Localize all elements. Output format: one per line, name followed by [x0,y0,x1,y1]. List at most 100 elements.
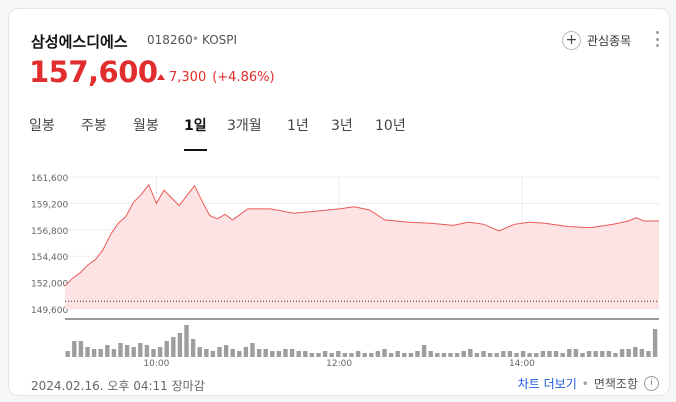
change-percent: (+4.86%) [212,70,275,85]
volume-bar [580,353,585,357]
volume-bar [164,341,169,357]
up-arrow-icon [157,74,165,80]
price-area [65,184,659,309]
volume-bar [263,349,268,357]
volume-bar [204,349,209,357]
volume-bar [270,351,275,357]
volume-bar [494,353,499,357]
volume-bar [402,353,407,357]
volume-bar [316,353,321,357]
volume-bar [177,333,183,357]
x-tick-label: 10:00 [143,359,169,369]
volume-bar [105,345,110,357]
volume-bar [223,345,229,357]
more-vertical-icon[interactable] [653,31,661,47]
y-tick-label: 159,200 [31,200,68,210]
tab-weekly[interactable]: 주봉 [81,118,107,134]
volume-bar [375,351,381,357]
volume-bar [441,353,447,357]
favorite-label: 관심종목 [587,33,632,48]
volume-bar [388,353,394,357]
tab-daily[interactable]: 일봉 [29,118,55,134]
volume-bar [435,353,440,357]
tab-monthly[interactable]: 월봉 [133,118,159,134]
volume-bar [474,353,480,357]
volume-bar [468,349,473,357]
volume-bar [646,351,651,357]
volume-bar [369,353,374,357]
plus-icon: + [562,30,581,50]
volume-bar [540,351,546,357]
volume-bar [600,351,605,357]
volume-bar [534,353,539,357]
volume-bar [157,347,163,357]
chart-more-link[interactable]: 차트 더보기 [517,377,577,391]
volume-bar [606,351,612,357]
tab-10-years[interactable]: 10년 [375,118,406,134]
volume-bar [118,343,123,357]
x-tick-label: 14:00 [509,359,535,369]
volume-bar [144,345,150,357]
volume-bar [243,347,249,357]
info-icon[interactable]: i [644,376,659,391]
volume-bar [124,345,130,357]
tab-3-months[interactable]: 3개월 [227,118,262,134]
y-tick-label: 154,400 [31,253,68,263]
volume-bar [197,347,202,357]
volume-bar [250,343,255,357]
stock-card: 삼성에스디에스 018260 • KOSPI + 관심종목 157,600 7,… [8,8,670,396]
price-change: 7,300 (+4.86%) [157,70,275,85]
volume-bar [527,353,532,357]
volume-bar [639,349,645,357]
volume-bar [72,341,77,357]
change-amount: 7,300 [169,70,207,85]
volume-bar [184,325,189,357]
volume-bar [652,329,658,357]
footer-separator: • [581,376,589,391]
volume-bar [395,351,400,357]
volume-bar [256,349,262,357]
volume-bar [111,349,117,357]
volume-bar [283,349,288,357]
volume-bar [138,343,143,357]
tab-3-years[interactable]: 3년 [331,118,353,134]
volume-bar [560,353,565,357]
volume-bar [382,349,387,357]
volume-bar [567,349,572,357]
add-favorite-button[interactable]: + 관심종목 [562,29,631,51]
volume-bar [78,341,84,357]
volume-bar [421,345,427,357]
volume-bar [329,353,334,357]
volume-bar [98,349,103,357]
volume-bar [190,339,196,357]
volume-bar [461,351,466,357]
volume-bar [514,353,519,357]
volume-bar [633,347,638,357]
volume-bar [296,351,301,357]
volume-bar [65,351,70,357]
volume-bar [171,337,176,357]
volume-bar [448,353,453,357]
stock-code: 018260 [147,33,193,47]
volume-bar [151,349,156,357]
volume-bar [415,351,420,357]
volume-bar [349,353,354,357]
volume-bar [309,353,315,357]
footer-links: 차트 더보기 • 면책조항 i [518,375,659,392]
tab-1-day[interactable]: 1일 [184,113,207,151]
volume-bar [428,351,433,357]
volume-bar [501,351,506,357]
volume-bar [276,351,282,357]
current-price: 157,600 [29,55,158,89]
volume-bar [85,347,90,357]
market-name: KOSPI [202,33,238,47]
disclaimer-label: 면책조항 [593,377,638,391]
tab-1-year[interactable]: 1년 [287,118,309,134]
stock-name[interactable]: 삼성에스디에스 [31,33,128,51]
intraday-price-chart[interactable]: 161,600 159,200 156,800 154,400 152,000 149,6… [9,159,669,369]
y-tick-label: 152,000 [31,280,68,290]
volume-bar [303,351,308,357]
volume-bar [289,349,295,357]
volume-bar [626,349,631,357]
volume-bar [487,353,493,357]
